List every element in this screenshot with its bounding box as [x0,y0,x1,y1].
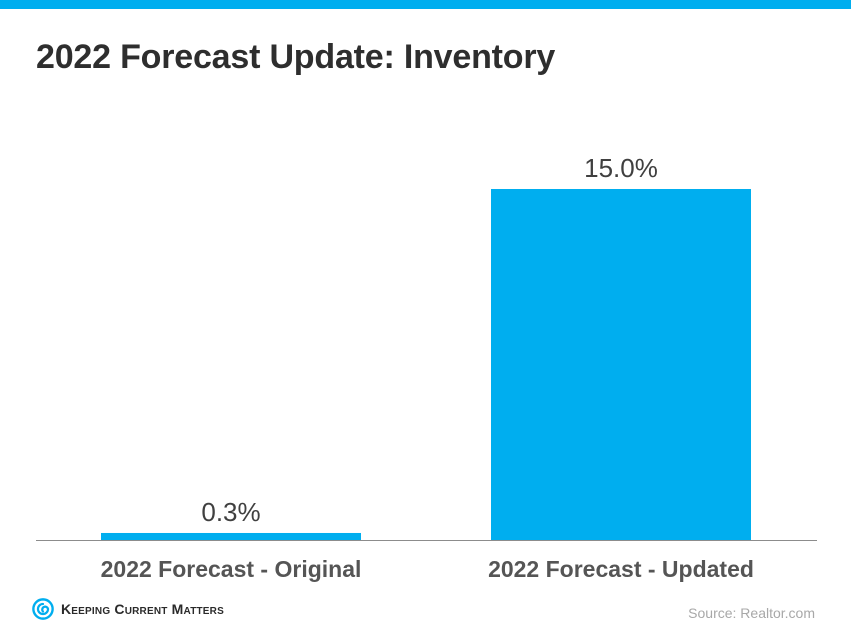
company-logo: Keeping Current Matters [32,598,224,620]
category-label-2: 2022 Forecast - Updated [488,556,754,582]
bar-value-label-1: 0.3% [201,497,260,527]
bar-value-label-2: 15.0% [584,153,658,183]
bars-layer: 0.3% 2022 Forecast - Original 15.0% 2022 Fo… [101,153,754,582]
category-label-1: 2022 Forecast - Original [101,556,362,582]
bar-1 [101,532,361,540]
slide-title: 2022 Forecast Update: Inventory [36,38,556,76]
bar-2 [491,189,751,540]
source-note: Source: Realtor.com [688,605,815,621]
spiral-logo-icon [32,598,54,620]
top-accent-bar [0,0,851,9]
logo-text: Keeping Current Matters [61,601,224,617]
